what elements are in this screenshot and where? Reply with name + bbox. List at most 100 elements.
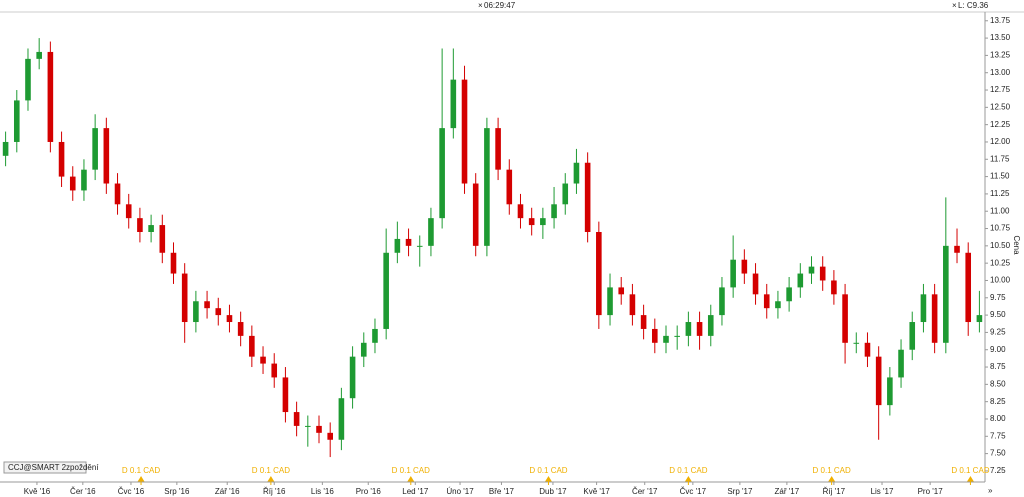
x-tick-label: Pro '17 xyxy=(918,487,944,496)
y-tick-label: 10.50 xyxy=(990,241,1011,250)
y-tick-label: 13.75 xyxy=(990,16,1011,25)
candle-body xyxy=(495,128,501,170)
candle-body xyxy=(786,287,792,302)
candle-body xyxy=(808,266,815,274)
dividend-marker xyxy=(407,476,415,485)
dividend-label: D 0.1 CAD xyxy=(669,466,707,475)
x-tick-label: Dub '17 xyxy=(539,487,567,496)
y-tick-label: 12.25 xyxy=(990,120,1011,129)
candle-body xyxy=(797,273,804,288)
candle-body xyxy=(439,128,445,219)
candle-body xyxy=(2,141,9,156)
dividend-marker xyxy=(545,476,552,485)
candle-body xyxy=(25,58,31,101)
candle-body xyxy=(125,204,132,219)
candle-body xyxy=(81,169,87,191)
candle-body xyxy=(819,266,826,281)
candle-body xyxy=(170,252,177,274)
candle-body xyxy=(853,342,860,344)
y-tick-label: 10.75 xyxy=(990,224,1011,233)
candle-body xyxy=(842,294,848,343)
y-tick-label: 7.50 xyxy=(990,449,1006,458)
candle-body xyxy=(69,176,76,191)
y-tick-label: 11.50 xyxy=(990,172,1010,181)
clock: 06:29:47 xyxy=(484,1,516,10)
y-tick-label: 12.75 xyxy=(990,85,1011,94)
candle-body xyxy=(249,335,255,357)
y-tick-label: 10.25 xyxy=(990,258,1011,267)
candle-body xyxy=(864,342,871,357)
dividend-marker xyxy=(967,476,974,485)
candle-body xyxy=(931,294,938,343)
x-tick-label: Říj '17 xyxy=(823,487,846,496)
candle-body xyxy=(719,287,725,316)
candle-body xyxy=(741,259,748,274)
x-tick-label: Bře '17 xyxy=(489,487,515,496)
last-price: L: C9.36 xyxy=(958,1,989,10)
candle-body xyxy=(461,79,468,184)
candle-body xyxy=(943,245,949,343)
candle-body xyxy=(405,238,412,246)
dividend-marker xyxy=(828,476,836,485)
candle-body xyxy=(114,183,121,205)
candle-body xyxy=(383,252,389,329)
candle-body xyxy=(204,301,210,309)
candle-body xyxy=(629,294,636,316)
candle-body xyxy=(103,128,110,184)
y-tick-label: 13.25 xyxy=(990,51,1011,60)
x-tick-label: Kvě '16 xyxy=(24,487,51,496)
y-tick-label: 7.75 xyxy=(990,431,1006,440)
candle-body xyxy=(58,141,65,177)
candle-body xyxy=(685,322,692,336)
x-tick-label: Zář '16 xyxy=(215,487,240,496)
x-tick-label: Kvě '17 xyxy=(583,487,610,496)
y-tick-label: 8.50 xyxy=(990,379,1006,388)
candle-body xyxy=(215,308,222,316)
candle-body xyxy=(271,363,278,378)
x-tick-label: Lis '17 xyxy=(871,487,894,496)
candle-body xyxy=(450,79,457,129)
candle-body xyxy=(730,259,736,288)
candle-body xyxy=(674,335,680,337)
candle-body xyxy=(965,252,972,323)
scroll-arrow[interactable]: » xyxy=(988,486,993,495)
candle-body xyxy=(976,315,983,323)
close-icon[interactable]: × xyxy=(478,1,483,10)
x-tick-label: Čer '17 xyxy=(632,487,658,496)
candle-body xyxy=(237,322,244,336)
candle-body xyxy=(193,301,199,323)
dividend-label: D 0.1 CAD xyxy=(951,466,989,475)
candle-body xyxy=(360,342,367,357)
candle-body xyxy=(394,238,401,253)
candle-body xyxy=(540,218,546,226)
candle-body xyxy=(293,412,300,426)
dividend-marker xyxy=(267,476,275,485)
y-tick-label: 10.00 xyxy=(990,276,1011,285)
candle-body xyxy=(663,335,669,343)
candle-body xyxy=(887,377,893,406)
candle-body xyxy=(640,315,647,329)
candle-body xyxy=(909,322,916,350)
y-tick-label: 7.25 xyxy=(990,466,1006,475)
dividend-marker xyxy=(684,476,692,485)
x-tick-label: Zář '17 xyxy=(775,487,800,496)
y-tick-label: 12.00 xyxy=(990,137,1011,146)
candle-body xyxy=(305,425,311,427)
candle-body xyxy=(707,315,714,336)
dividend-label: D 0.1 CAD xyxy=(529,466,567,475)
y-tick-label: 9.00 xyxy=(990,345,1006,354)
candle-body xyxy=(528,218,535,226)
candle-body xyxy=(327,432,333,440)
candle-body xyxy=(607,287,613,316)
close-icon[interactable]: × xyxy=(952,1,957,10)
candle-body xyxy=(181,273,188,323)
candle-body xyxy=(551,204,557,219)
x-tick-label: Led '17 xyxy=(402,487,429,496)
symbol-badge[interactable] xyxy=(3,461,87,474)
candle-body xyxy=(372,328,378,343)
x-tick-label: Čvc '16 xyxy=(118,487,145,496)
dividend-label: D 0.1 CAD xyxy=(252,466,290,475)
candle-body xyxy=(517,204,524,219)
